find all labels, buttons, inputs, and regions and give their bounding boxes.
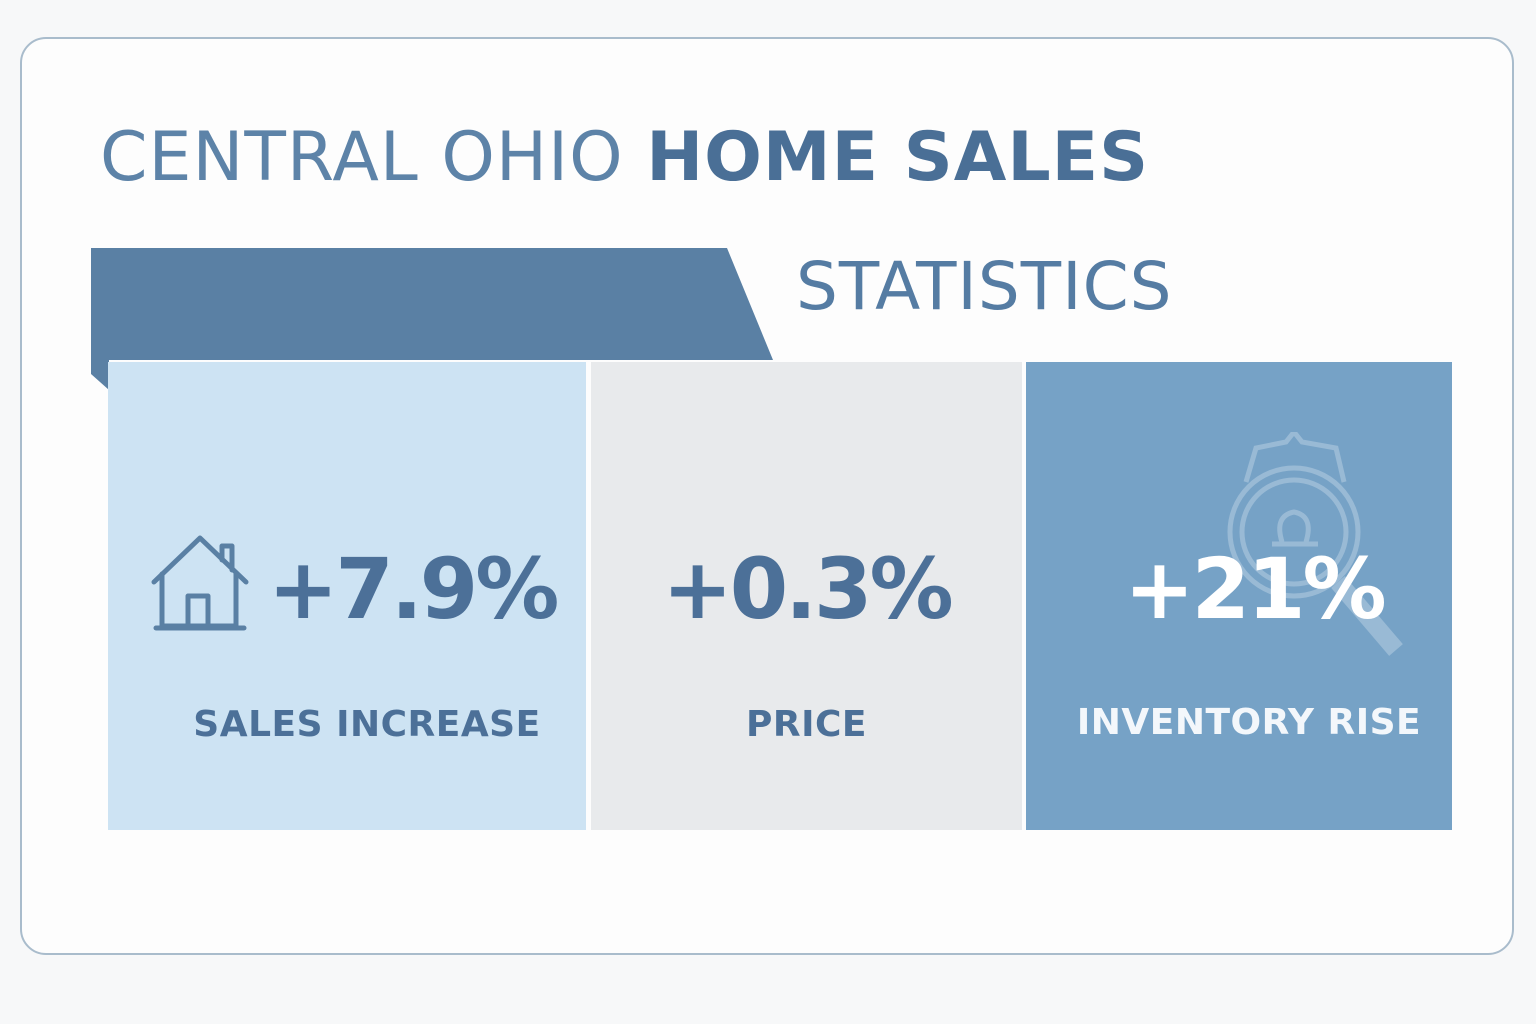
title-part-1: CENTRAL OHIO [100, 118, 624, 197]
stat-value: +0.3% [662, 540, 953, 638]
house-icon [151, 535, 249, 631]
subtitle: STATISTICS [796, 248, 1173, 325]
stat-value: +7.9% [268, 540, 559, 638]
stat-card-sales: +7.9% SALES INCREASE [108, 362, 586, 830]
stat-card-inventory: +21% INVENTORY RISE [1026, 362, 1452, 830]
title-part-2: HOME SALES [646, 118, 1150, 197]
stat-label: PRICE [745, 704, 867, 745]
magnifier-icon [1227, 432, 1403, 656]
stat-card-price: +0.3% PRICE [591, 362, 1022, 830]
title-banner [91, 248, 773, 390]
stat-label: INVENTORY RISE [1076, 702, 1422, 743]
stat-value: +21% [1124, 540, 1386, 638]
stat-label: SALES INCREASE [193, 704, 541, 745]
page-title: CENTRAL OHIO HOME SALES [100, 118, 1149, 197]
